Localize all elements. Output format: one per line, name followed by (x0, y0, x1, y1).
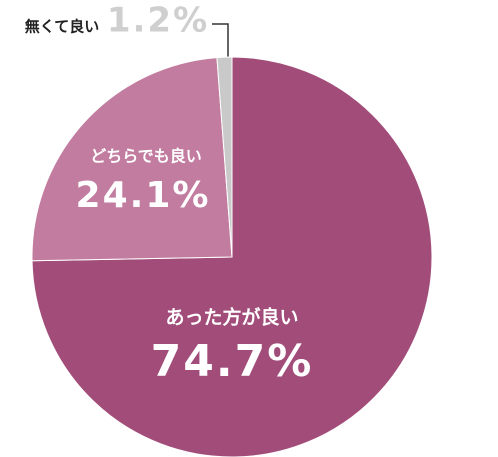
pie-slice (31, 57, 233, 262)
pie-slice (216, 56, 233, 258)
slice-label: あった方が良い (165, 306, 298, 329)
value-label: 24.1% (76, 175, 211, 216)
slice-label: 無くて良い (25, 18, 100, 36)
slice-label: どちらでも良い (90, 147, 202, 166)
value-label: 1.2% (107, 1, 209, 41)
leader-line (212, 23, 229, 60)
value-label: 74.7% (151, 336, 314, 387)
